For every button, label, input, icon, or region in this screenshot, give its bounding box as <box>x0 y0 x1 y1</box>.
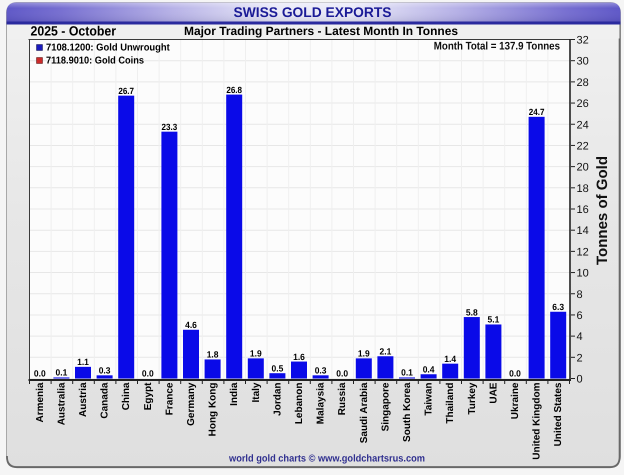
svg-text:6: 6 <box>577 310 583 322</box>
svg-text:UAE: UAE <box>488 382 499 403</box>
svg-text:18: 18 <box>577 183 589 195</box>
svg-text:10: 10 <box>577 268 589 280</box>
svg-text:France: France <box>164 382 175 415</box>
svg-text:1.4: 1.4 <box>444 354 456 364</box>
svg-text:8: 8 <box>577 289 583 301</box>
svg-text:Canada: Canada <box>100 382 111 419</box>
svg-text:Saudi Arabia: Saudi Arabia <box>359 382 370 443</box>
svg-text:Taiwan: Taiwan <box>424 383 435 416</box>
svg-text:0.3: 0.3 <box>315 366 327 376</box>
svg-text:2.1: 2.1 <box>380 346 392 356</box>
svg-text:Jordan: Jordan <box>272 383 283 416</box>
svg-text:United Kingdom: United Kingdom <box>532 382 543 459</box>
svg-text:Armenia: Armenia <box>35 382 46 422</box>
svg-text:Month Total = 137.9 Tonnes: Month Total = 137.9 Tonnes <box>434 40 560 52</box>
svg-text:China: China <box>121 382 132 410</box>
svg-text:1.8: 1.8 <box>207 350 219 360</box>
svg-text:United States: United States <box>553 382 564 446</box>
svg-text:20: 20 <box>577 162 589 174</box>
svg-text:28: 28 <box>577 77 589 89</box>
svg-text:0.0: 0.0 <box>509 369 521 379</box>
svg-text:Hong Kong: Hong Kong <box>208 383 219 437</box>
svg-text:Ukraine: Ukraine <box>510 382 521 419</box>
svg-text:0: 0 <box>577 374 583 386</box>
svg-text:0.1: 0.1 <box>401 368 413 378</box>
svg-text:1.1: 1.1 <box>77 357 89 367</box>
svg-text:2: 2 <box>577 352 583 364</box>
svg-text:SWISS GOLD EXPORTS: SWISS GOLD EXPORTS <box>234 4 392 20</box>
svg-text:26.8: 26.8 <box>226 85 242 95</box>
svg-text:Singapore: Singapore <box>380 382 391 431</box>
svg-text:Major Trading Partners - Lates: Major Trading Partners - Latest Month In… <box>184 24 458 38</box>
svg-text:Australia: Australia <box>56 382 67 425</box>
svg-text:0.1: 0.1 <box>56 368 68 378</box>
svg-text:world gold charts © www.goldch: world gold charts © www.goldchartsrus.co… <box>228 454 425 465</box>
svg-text:0.0: 0.0 <box>34 369 46 379</box>
svg-text:7118.9010: Gold Coins: 7118.9010: Gold Coins <box>46 56 144 67</box>
svg-text:16: 16 <box>577 204 589 216</box>
svg-text:22: 22 <box>577 140 589 152</box>
svg-text:1.9: 1.9 <box>358 349 370 359</box>
svg-text:6.3: 6.3 <box>552 302 564 312</box>
svg-text:Thailand: Thailand <box>445 383 456 424</box>
svg-text:12: 12 <box>577 246 589 258</box>
svg-text:14: 14 <box>577 225 589 237</box>
svg-text:Germany: Germany <box>186 382 197 426</box>
svg-text:0.3: 0.3 <box>99 366 111 376</box>
svg-text:2025 - October: 2025 - October <box>31 24 117 39</box>
svg-text:Austria: Austria <box>78 382 89 417</box>
svg-text:Malaysia: Malaysia <box>316 382 327 424</box>
svg-text:26: 26 <box>577 98 589 110</box>
svg-text:30: 30 <box>577 56 589 68</box>
svg-text:Lebanon: Lebanon <box>294 383 305 425</box>
svg-text:Russia: Russia <box>337 382 348 415</box>
svg-text:Tonnes of Gold: Tonnes of Gold <box>594 156 611 265</box>
svg-text:26.7: 26.7 <box>118 86 134 96</box>
svg-text:4.6: 4.6 <box>185 320 197 330</box>
svg-text:0.0: 0.0 <box>142 369 154 379</box>
svg-text:0.5: 0.5 <box>272 363 284 373</box>
svg-text:4: 4 <box>577 331 583 343</box>
svg-text:5.1: 5.1 <box>488 315 500 325</box>
svg-text:1.6: 1.6 <box>293 352 305 362</box>
svg-text:Egypt: Egypt <box>143 382 154 410</box>
svg-text:0.0: 0.0 <box>336 369 348 379</box>
svg-text:23.3: 23.3 <box>162 122 178 132</box>
svg-text:India: India <box>229 382 240 406</box>
svg-text:0.4: 0.4 <box>423 364 435 374</box>
svg-text:1.9: 1.9 <box>250 349 262 359</box>
svg-text:Italy: Italy <box>251 382 262 402</box>
svg-text:24.7: 24.7 <box>529 107 545 117</box>
svg-text:32: 32 <box>577 35 589 47</box>
svg-text:5.8: 5.8 <box>466 307 478 317</box>
svg-text:24: 24 <box>577 119 589 131</box>
svg-text:South Korea: South Korea <box>402 382 413 442</box>
svg-text:Turkey: Turkey <box>467 382 478 414</box>
svg-text:7108.1200: Gold Unwrought: 7108.1200: Gold Unwrought <box>46 42 170 53</box>
